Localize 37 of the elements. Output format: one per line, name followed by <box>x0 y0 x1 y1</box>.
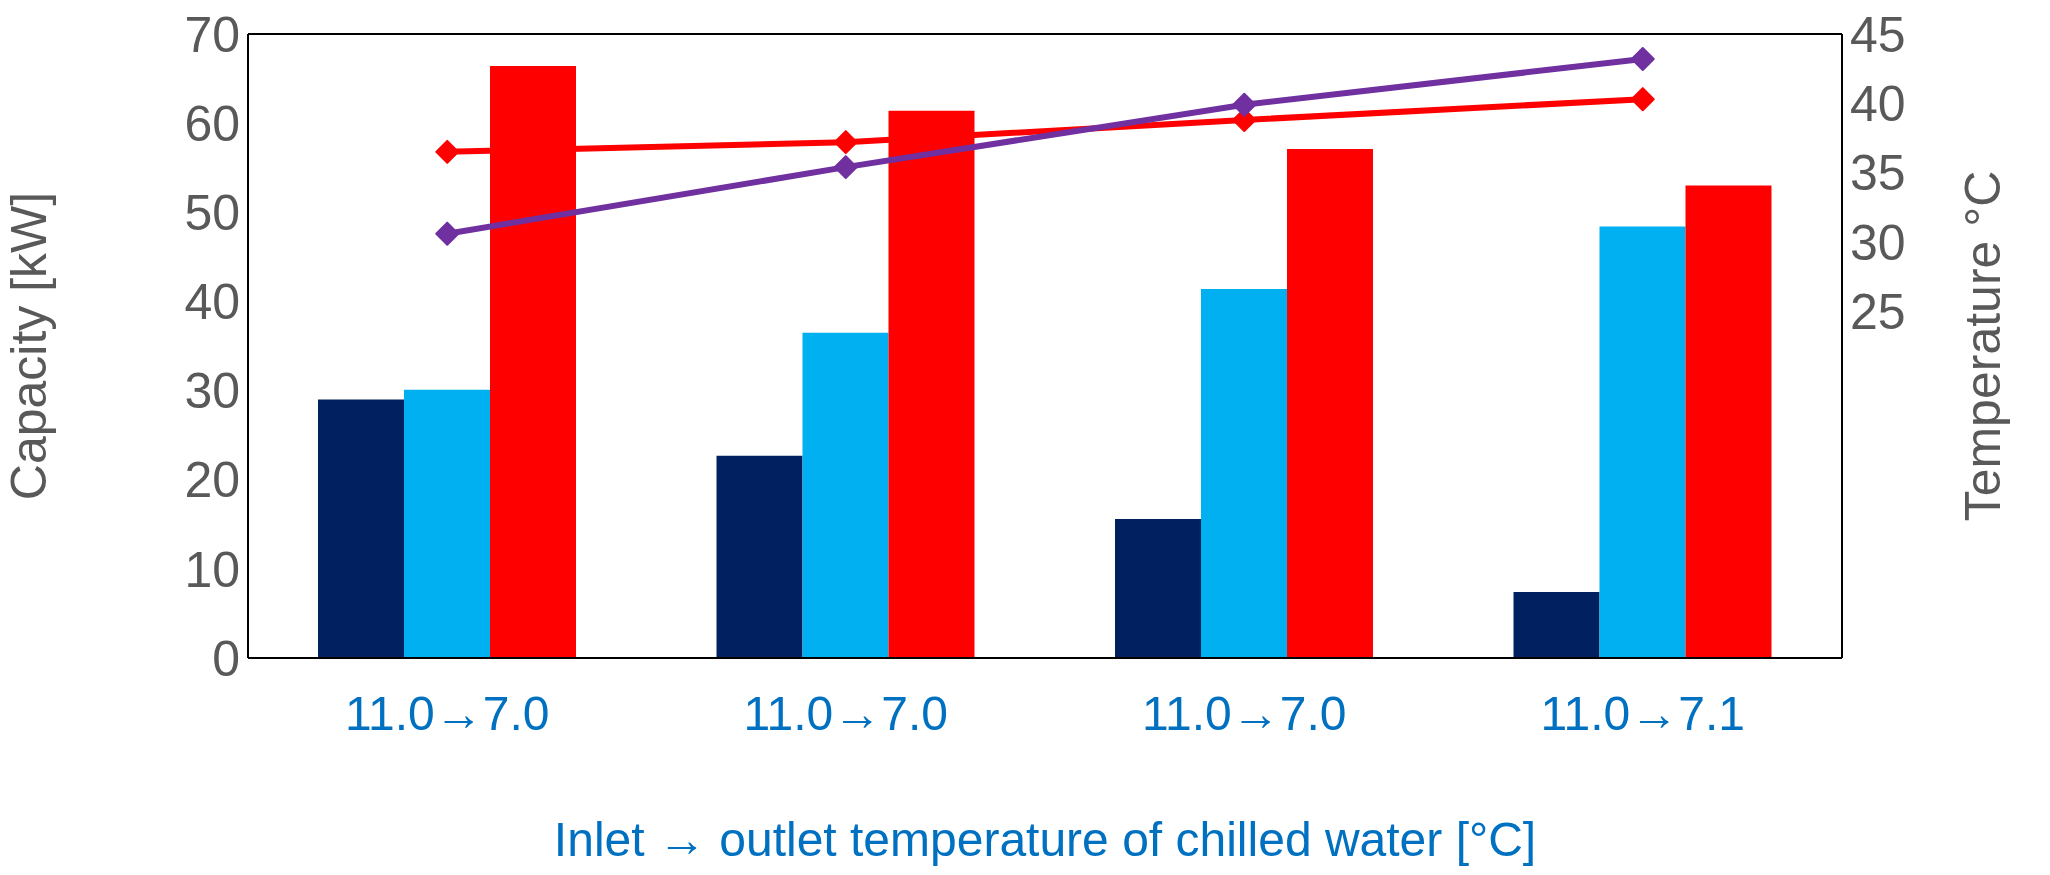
y-axis-title: Capacity [kW] <box>0 191 57 501</box>
bar <box>404 389 490 658</box>
point <box>1630 46 1655 71</box>
x-axis-title: Inlet → outlet temperature of chilled water [°C] <box>553 813 1537 866</box>
bar <box>1201 288 1287 658</box>
bar <box>1513 592 1600 658</box>
point <box>833 130 858 155</box>
y-tick-label: 30 <box>184 363 240 420</box>
y-tick-label: 10 <box>184 541 240 598</box>
y-tick-label: 50 <box>184 185 240 242</box>
point <box>435 139 460 164</box>
x-tick-label: 11.0→7.0 <box>743 687 949 741</box>
y-tick-label: 70 <box>184 6 240 63</box>
x-tick-label: 11.0→7.1 <box>1540 687 1746 741</box>
bar <box>1599 226 1686 658</box>
y-tick-label: 20 <box>184 452 240 509</box>
bar <box>802 332 889 658</box>
y2-tick-label: 40 <box>1850 76 1906 133</box>
bar <box>318 399 404 658</box>
point <box>1232 92 1257 117</box>
point <box>833 155 858 180</box>
x-tick-label: 11.0→7.0 <box>1141 687 1347 741</box>
y2-axis-title: Temperature °C <box>1954 170 2011 522</box>
bar <box>716 455 803 658</box>
x-tick-label: 11.0→7.0 <box>344 687 550 741</box>
y2-tick-label: 30 <box>1850 214 1906 271</box>
point <box>1630 87 1655 112</box>
y-tick-label: 0 <box>212 630 240 687</box>
y2-tick-label: 25 <box>1850 284 1906 341</box>
y2-tick-label: 35 <box>1850 145 1906 202</box>
y-tick-label: 60 <box>184 95 240 152</box>
bar <box>1685 185 1772 658</box>
bar <box>1115 518 1201 658</box>
bar <box>1287 148 1373 658</box>
point <box>435 221 460 246</box>
y-tick-label: 40 <box>184 274 240 331</box>
y2-tick-label: 45 <box>1850 6 1906 63</box>
